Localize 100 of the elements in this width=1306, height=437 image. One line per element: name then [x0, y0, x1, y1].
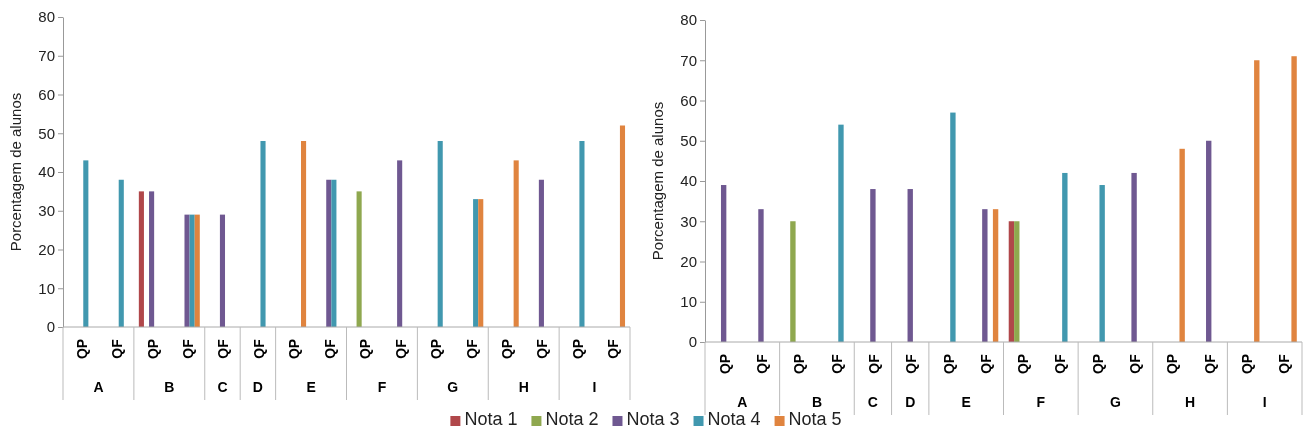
bar: [992, 209, 999, 342]
legend-label: Nota 5: [788, 409, 842, 429]
bar: [1131, 172, 1137, 342]
y-tick-label: 80: [38, 8, 55, 26]
bar: [1062, 172, 1068, 342]
bar: [194, 214, 200, 327]
y-tick-label: 60: [38, 85, 55, 103]
bar: [790, 221, 796, 342]
x-tick-label: QP: [286, 338, 303, 360]
y-tick-label: 50: [38, 124, 55, 142]
x-tick-label: QF: [605, 338, 622, 359]
bar: [982, 209, 988, 342]
bar: [331, 179, 337, 327]
x-tick-label: QF: [534, 338, 551, 359]
x-tick-label: QF: [321, 338, 338, 359]
bar: [301, 141, 307, 327]
x-tick-label: QF: [753, 353, 770, 374]
text: F: [1036, 394, 1046, 410]
bar: [219, 214, 226, 327]
x-tick-label: QP: [1015, 353, 1032, 375]
bar: [950, 112, 956, 342]
y-axis-title: Porcentagem de alunos: [649, 101, 666, 261]
y-tick-label: 80: [680, 11, 697, 29]
y-tick-label: 40: [680, 172, 697, 190]
y-tick-label: 30: [680, 212, 697, 230]
bar: [720, 185, 727, 342]
x-tick-label: QP: [716, 353, 733, 375]
bar: [83, 160, 89, 327]
bar: [184, 214, 190, 327]
x-tick-label: QF: [903, 353, 920, 374]
text: I: [592, 379, 597, 395]
y-tick-label: 30: [38, 202, 55, 220]
y-tick-label: 20: [38, 240, 55, 258]
x-tick-label: QP: [357, 338, 374, 360]
y-tick-label: 20: [680, 252, 697, 270]
y-axis-title: Porcentagem de alunos: [7, 92, 24, 252]
bar: [1099, 185, 1105, 342]
x-tick-label: QP: [569, 338, 586, 360]
x-tick-label: QF: [1201, 353, 1218, 374]
bar: [619, 125, 626, 327]
bar: [138, 191, 144, 327]
text: H: [1185, 394, 1196, 410]
y-tick-label: 10: [680, 293, 697, 311]
bar: [1291, 56, 1297, 342]
bar: [513, 160, 519, 327]
bar: [1008, 221, 1015, 342]
x-tick-label: QP: [940, 353, 957, 375]
text: E: [961, 394, 971, 410]
legend-label: Nota 1: [464, 409, 518, 429]
y-tick-label: 70: [38, 47, 55, 65]
bar: [356, 191, 362, 327]
bar: [118, 179, 124, 327]
x-tick-label: QF: [463, 338, 480, 359]
x-tick-label: QF: [109, 338, 126, 359]
x-tick-label: QP: [1164, 353, 1181, 375]
text: F: [377, 379, 387, 395]
bar: [838, 124, 844, 342]
y-tick-label: 60: [680, 91, 697, 109]
y-tick-label: 0: [688, 333, 697, 351]
x-tick-label: QP: [144, 338, 161, 360]
text: A: [737, 394, 748, 410]
legend-label: Nota 4: [707, 409, 761, 429]
bar: [870, 189, 876, 342]
text: D: [905, 394, 916, 410]
x-tick-label: QF: [392, 338, 409, 359]
legend-label: Nota 3: [626, 409, 680, 429]
bar: [397, 160, 403, 327]
text: E: [306, 379, 316, 395]
text: I: [1262, 394, 1267, 410]
x-tick-label: QP: [791, 353, 808, 375]
bar: [1254, 60, 1260, 342]
x-tick-label: QP: [1089, 353, 1106, 375]
y-tick-label: 70: [680, 51, 697, 69]
text: A: [93, 379, 104, 395]
x-tick-label: QF: [865, 353, 882, 374]
bar: [326, 179, 332, 327]
bar: [1179, 148, 1185, 342]
x-tick-label: QP: [428, 338, 445, 360]
x-tick-label: QF: [1127, 353, 1144, 374]
bar: [579, 141, 585, 327]
bar: [437, 141, 443, 327]
y-tick-label: 40: [38, 163, 55, 181]
x-tick-label: QP: [73, 338, 90, 360]
bar: [478, 199, 484, 327]
x-tick-label: QP: [1239, 353, 1256, 375]
text: B: [811, 394, 822, 410]
text: G: [1109, 394, 1121, 410]
bar: [149, 191, 155, 327]
y-tick-label: 50: [680, 132, 697, 150]
bar: [1206, 140, 1212, 342]
text: C: [867, 394, 878, 410]
x-tick-label: QF: [215, 338, 232, 359]
x-tick-label: QF: [180, 338, 197, 359]
x-tick-label: QF: [1052, 353, 1069, 374]
bar: [538, 179, 544, 327]
x-tick-label: QF: [250, 338, 267, 359]
x-tick-label: QF: [1276, 353, 1293, 374]
text: D: [252, 379, 263, 395]
text: C: [217, 379, 228, 395]
bar: [189, 214, 195, 327]
